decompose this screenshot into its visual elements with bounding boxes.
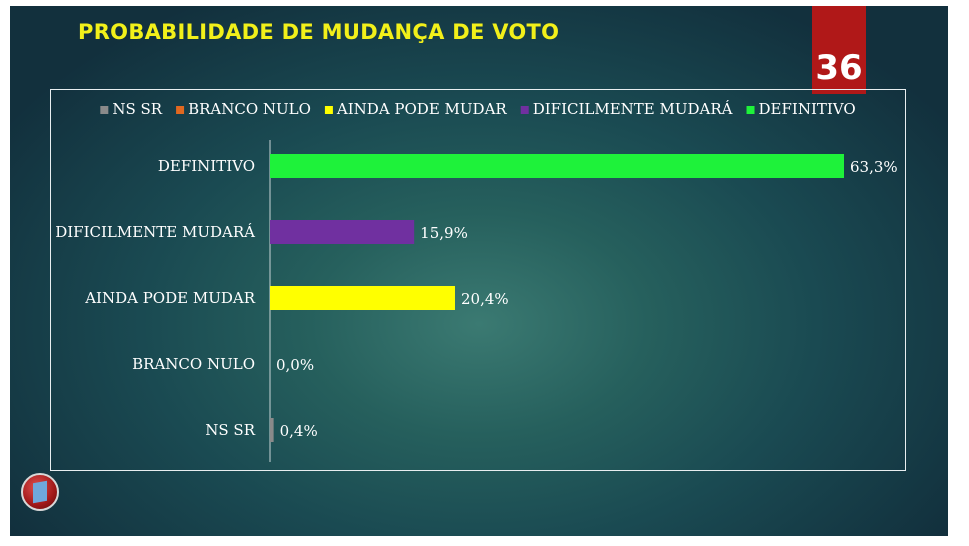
category-label: AINDA PODE MUDAR: [84, 289, 256, 307]
bar: [270, 220, 415, 244]
legend-label: BRANCO NULO: [188, 100, 311, 118]
legend-swatch: [746, 106, 755, 114]
legend-swatch: [176, 106, 185, 114]
value-label: 63,3%: [850, 158, 898, 176]
bar: [270, 154, 844, 178]
legend-swatch: [324, 106, 333, 114]
category-label: NS SR: [205, 421, 255, 439]
slide: PROBABILIDADE DE MUDANÇA DE VOTO 36 NS S…: [10, 6, 948, 536]
value-label: 0,4%: [280, 422, 318, 440]
category-label: DEFINITIVO: [158, 157, 255, 175]
bar-chart: NS SR BRANCO NULO AINDA PODE MUDAR DIFICILM…: [55, 100, 898, 462]
page-number: 36: [815, 48, 863, 88]
logo-mark: [33, 480, 47, 504]
value-label: 20,4%: [461, 290, 509, 308]
bar: [270, 418, 274, 442]
bar: [270, 286, 455, 310]
legend-label: DEFINITIVO: [759, 100, 856, 118]
value-label: 0,0%: [276, 356, 314, 374]
globe-logo-icon: [21, 473, 59, 511]
value-label: 15,9%: [420, 224, 468, 242]
chart-frame: NS SR BRANCO NULO AINDA PODE MUDAR DIFICILM…: [50, 89, 906, 471]
legend-label: DIFICILMENTE MUDARÁ: [533, 100, 733, 118]
category-label: DIFICILMENTE MUDARÁ: [55, 223, 255, 241]
legend-label: NS SR: [112, 100, 162, 118]
legend-swatch: [100, 106, 109, 114]
category-label: BRANCO NULO: [132, 355, 255, 373]
legend-label: AINDA PODE MUDAR: [336, 100, 508, 118]
page-title: PROBABILIDADE DE MUDANÇA DE VOTO: [78, 20, 560, 44]
page-number-badge: 36: [812, 6, 866, 94]
legend-swatch: [520, 106, 529, 114]
